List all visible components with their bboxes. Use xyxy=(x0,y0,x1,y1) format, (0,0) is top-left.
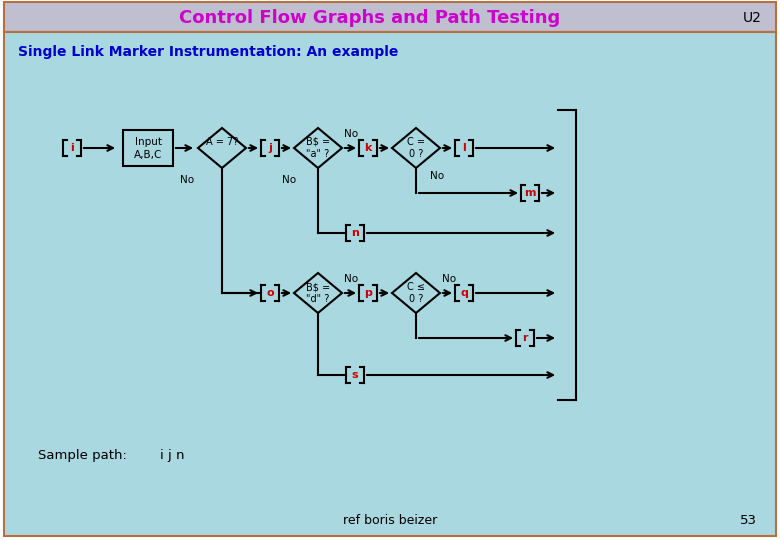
Text: U2: U2 xyxy=(743,11,761,25)
Text: i j n: i j n xyxy=(160,449,185,462)
Text: ref boris beizer: ref boris beizer xyxy=(343,514,437,526)
Text: s: s xyxy=(352,370,358,380)
Text: 53: 53 xyxy=(739,514,757,526)
Text: "a" ?: "a" ? xyxy=(307,149,330,159)
Text: "d" ?: "d" ? xyxy=(307,294,330,304)
Text: i: i xyxy=(70,143,74,153)
Text: Input: Input xyxy=(134,137,161,147)
Text: No: No xyxy=(442,274,456,284)
Text: r: r xyxy=(523,333,528,343)
Text: Sample path:: Sample path: xyxy=(38,449,127,462)
Text: No: No xyxy=(344,129,358,139)
Text: l: l xyxy=(462,143,466,153)
Text: Control Flow Graphs and Path Testing: Control Flow Graphs and Path Testing xyxy=(179,9,561,27)
Text: j: j xyxy=(268,143,272,153)
Text: p: p xyxy=(364,288,372,298)
Text: n: n xyxy=(351,228,359,238)
Text: k: k xyxy=(364,143,372,153)
Text: 0 ?: 0 ? xyxy=(409,294,424,304)
Text: No: No xyxy=(430,171,444,181)
Bar xyxy=(123,130,173,166)
Text: 0 ?: 0 ? xyxy=(409,149,424,159)
Text: B$ =: B$ = xyxy=(306,282,330,292)
Text: Single Link Marker Instrumentation: An example: Single Link Marker Instrumentation: An e… xyxy=(18,45,399,59)
Bar xyxy=(4,2,776,32)
Text: q: q xyxy=(460,288,468,298)
Text: A,B,C: A,B,C xyxy=(134,150,162,160)
Text: No: No xyxy=(180,175,194,185)
Text: m: m xyxy=(524,188,536,198)
Text: B$ =: B$ = xyxy=(306,137,330,147)
Text: C =: C = xyxy=(407,137,425,147)
Text: A = 7?: A = 7? xyxy=(206,137,238,147)
Text: No: No xyxy=(282,175,296,185)
Text: No: No xyxy=(344,274,358,284)
Text: C ≤: C ≤ xyxy=(407,282,425,292)
Text: o: o xyxy=(266,288,274,298)
